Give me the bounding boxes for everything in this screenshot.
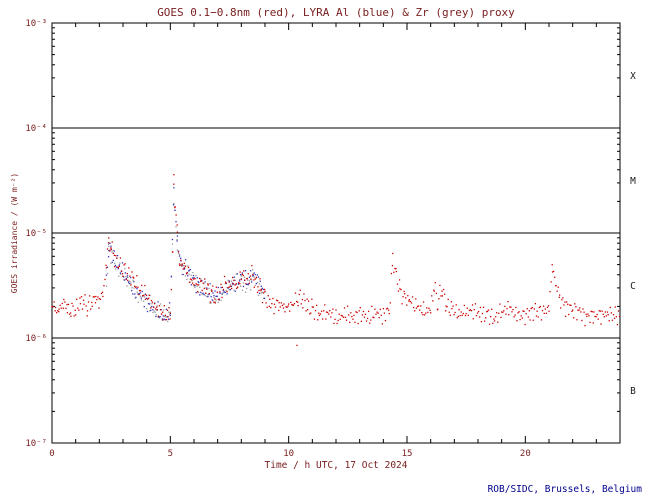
flare-class-label-x: X [630,71,636,82]
x-tick-label: 15 [402,449,413,459]
y-tick-label: 10⁻⁷ [25,439,47,449]
x-tick-label: 20 [520,449,531,459]
flare-class-label-c: C [630,281,636,292]
x-tick-label: 0 [49,449,54,459]
y-tick-label: 10⁻⁶ [25,334,47,344]
class-boundary-lines [52,127,620,339]
series-lyra-zr-proxy [105,202,266,323]
chart-generated-layers: 10⁻³ 10⁻⁴ 10⁻⁵ 10⁻⁶ 10⁻⁷0 5 10 15 20 X M C B [25,19,636,459]
flare-class-label-m: M [630,176,636,187]
series-lyra-al-proxy [105,187,266,321]
y-axis-label: GOES irradiance / (W m⁻²) [10,173,19,293]
flare-class-labels: X M C B [630,71,636,397]
chart-title: GOES 0.1−0.8nm (red), LYRA Al (blue) & Z… [157,6,515,19]
flare-class-label-b: B [630,386,636,397]
x-tick-label: 5 [168,449,173,459]
credit-text: ROB/SIDC, Brussels, Belgium [488,484,643,495]
x-tick-label: 10 [283,449,294,459]
y-tick-label: 10⁻⁵ [25,229,47,239]
x-axis-label: Time / h UTC, 17 Oct 2024 [265,460,408,471]
y-tick-label: 10⁻³ [25,19,47,29]
x-axis-ticks: 0 5 10 15 20 [49,23,621,459]
series-goes-0-1-0-8nm [51,174,621,347]
y-tick-label: 10⁻⁴ [25,124,47,134]
y-axis-ticks: 10⁻³ 10⁻⁴ 10⁻⁵ 10⁻⁶ 10⁻⁷ [25,19,620,449]
